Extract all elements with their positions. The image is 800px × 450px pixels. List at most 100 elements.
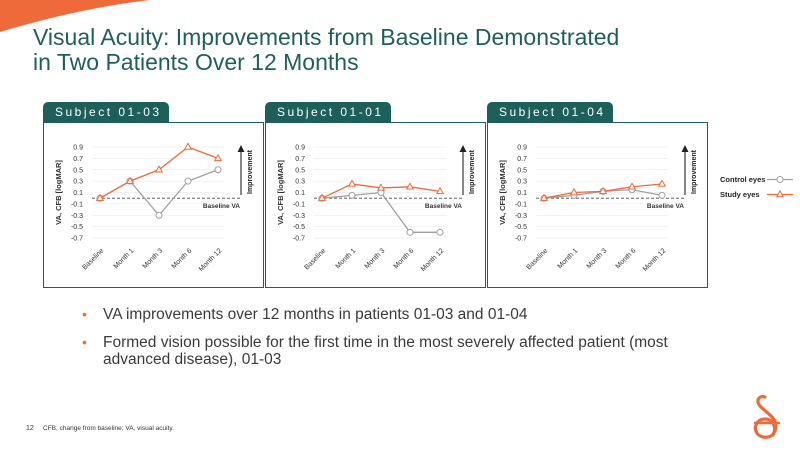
y-tick-label: -0.5: [71, 224, 83, 231]
study-eyes-point: [154, 165, 164, 173]
legend-control-marker: [776, 176, 784, 183]
study-eyes-line: [99, 146, 219, 199]
chart-subject-01-04: 0.9 0.7 0.5 0.3 0.1 -0.1 -0.3 -0.5 -0.7 VA, CFB […: [498, 145, 698, 274]
x-tick-label: Month 6: [615, 247, 638, 270]
improvement-arrowhead-icon: [459, 145, 467, 152]
bullet-item: • Formed vision possible for the first ti…: [82, 334, 702, 368]
page-title: Visual Acuity: Improvements from Baselin…: [33, 25, 753, 75]
improvement-arrowhead-icon: [237, 145, 245, 152]
bullet-text: VA improvements over 12 months in patien…: [103, 306, 528, 323]
y-tick-label: 0.7: [517, 156, 527, 163]
study-eyes-point: [317, 193, 327, 201]
chart-subject-01-01: 0.9 0.7 0.5 0.3 0.1 -0.1 -0.3 -0.5 -0.7 VA, CFB […: [276, 145, 476, 274]
y-axis-label: VA, CFB [logMAR]: [54, 160, 63, 225]
y-tick-label: 0.7: [295, 156, 305, 163]
y-axis-label: VA, CFB [logMAR]: [276, 160, 285, 225]
y-tick-label: 0.3: [517, 179, 527, 186]
x-tick-label: Month 6: [171, 247, 194, 270]
corner-swoosh-decoration: [0, 0, 150, 32]
footnote: CFB, change from baseline; VA, visual ac…: [43, 425, 174, 432]
y-tick-label: 0.3: [73, 179, 83, 186]
improvement-label: Improvement: [469, 149, 476, 194]
x-tick-label: Month 1: [113, 247, 136, 270]
improvement-label: Improvement: [247, 149, 254, 194]
y-tick-label: -0.1: [71, 201, 83, 208]
study-eyes-point: [213, 153, 223, 162]
x-tick-label: Month 12: [642, 247, 668, 273]
study-eyes-point: [376, 183, 386, 191]
study-eyes-point: [125, 176, 135, 184]
y-tick-label: 0.9: [295, 145, 305, 152]
y-tick-label: 0.5: [295, 167, 305, 174]
study-eyes-point: [569, 187, 579, 196]
y-tick-label: 0.9: [517, 145, 527, 152]
study-eyes-point: [347, 179, 357, 187]
x-tick-label: Baseline: [303, 247, 327, 271]
y-tick-label: -0.5: [293, 224, 305, 231]
y-tick-label: 0.1: [295, 190, 305, 197]
page-number: 12: [26, 425, 34, 432]
control-eyes-point: [155, 211, 163, 219]
study-eyes-point: [183, 142, 193, 150]
legend-study-label: Study eyes: [720, 190, 760, 199]
improvement-arrowhead-icon: [681, 145, 689, 152]
study-eyes-point: [598, 186, 608, 195]
baseline-va-label: Baseline VA: [203, 203, 240, 210]
y-axis-label: VA, CFB [logMAR]: [498, 160, 507, 225]
bullet-dot-icon: •: [82, 334, 87, 350]
bullet-dot-icon: •: [82, 306, 87, 322]
y-tick-label: 0.3: [295, 179, 305, 186]
panel-tab-subject-01-01: Subject 01-01: [265, 102, 391, 122]
control-eyes-point: [348, 191, 356, 199]
y-tick-label: 0.7: [73, 156, 83, 163]
study-eyes-point: [435, 186, 445, 195]
control-eyes-point: [214, 166, 222, 174]
chart-panel-subject-01-01: 0.9 0.7 0.5 0.3 0.1 -0.1 -0.3 -0.5 -0.7 VA, CFB […: [265, 122, 486, 288]
y-tick-label: -0.3: [515, 213, 527, 220]
y-tick-label: -0.5: [515, 224, 527, 231]
study-eyes-point: [405, 182, 415, 190]
y-tick-label: 0.9: [73, 145, 83, 152]
y-tick-label: -0.7: [293, 236, 305, 243]
x-tick-label: Month 1: [335, 247, 358, 270]
x-tick-label: Month 3: [364, 247, 387, 270]
panel-tab-subject-01-03: Subject 01-03: [43, 102, 169, 122]
title-line-2: in Two Patients Over 12 Months: [33, 49, 359, 75]
brand-logo: [753, 395, 781, 439]
baseline-va-label: Baseline VA: [647, 203, 684, 210]
panel-tab-subject-01-04: Subject 01-04: [487, 102, 613, 122]
x-tick-label: Baseline: [525, 247, 549, 271]
chart-panel-subject-01-04: 0.9 0.7 0.5 0.3 0.1 -0.1 -0.3 -0.5 -0.7 VA, CFB […: [487, 122, 708, 288]
x-tick-label: Month 12: [420, 247, 446, 273]
y-tick-label: -0.1: [293, 201, 305, 208]
study-eyes-point: [627, 182, 637, 190]
y-tick-label: 0.1: [517, 190, 527, 197]
study-eyes-point: [95, 193, 105, 201]
bullet-text: Formed vision possible for the first tim…: [103, 334, 668, 368]
improvement-label: Improvement: [691, 149, 698, 194]
control-eyes-point: [436, 228, 444, 236]
study-eyes-point: [539, 193, 549, 201]
x-tick-label: Month 3: [586, 247, 609, 270]
x-tick-label: Month 12: [198, 247, 224, 273]
y-tick-label: 0.5: [73, 167, 83, 174]
y-tick-label: -0.3: [71, 213, 83, 220]
title-line-1: Visual Acuity: Improvements from Baselin…: [33, 24, 620, 50]
bullet-item: • VA improvements over 12 months in patie…: [82, 306, 702, 323]
control-eyes-point: [658, 191, 666, 199]
chart-subject-01-03: 0.9 0.7 0.5 0.3 0.1 -0.1 -0.3 -0.5 -0.7 VA, CFB […: [54, 142, 254, 273]
y-tick-label: 0.1: [73, 190, 83, 197]
legend-study-marker: [775, 189, 785, 198]
x-tick-label: Baseline: [81, 247, 105, 271]
bullet-list: • VA improvements over 12 months in patie…: [82, 306, 702, 379]
baseline-va-label: Baseline VA: [425, 203, 462, 210]
y-tick-label: 0.5: [517, 167, 527, 174]
control-eyes-point: [406, 228, 414, 236]
y-tick-label: -0.3: [293, 213, 305, 220]
y-tick-label: -0.7: [515, 236, 527, 243]
control-eyes-point: [184, 177, 192, 185]
y-tick-label: -0.1: [515, 201, 527, 208]
study-eyes-point: [657, 179, 667, 187]
x-tick-label: Month 3: [142, 247, 165, 270]
x-tick-label: Month 6: [393, 247, 416, 270]
